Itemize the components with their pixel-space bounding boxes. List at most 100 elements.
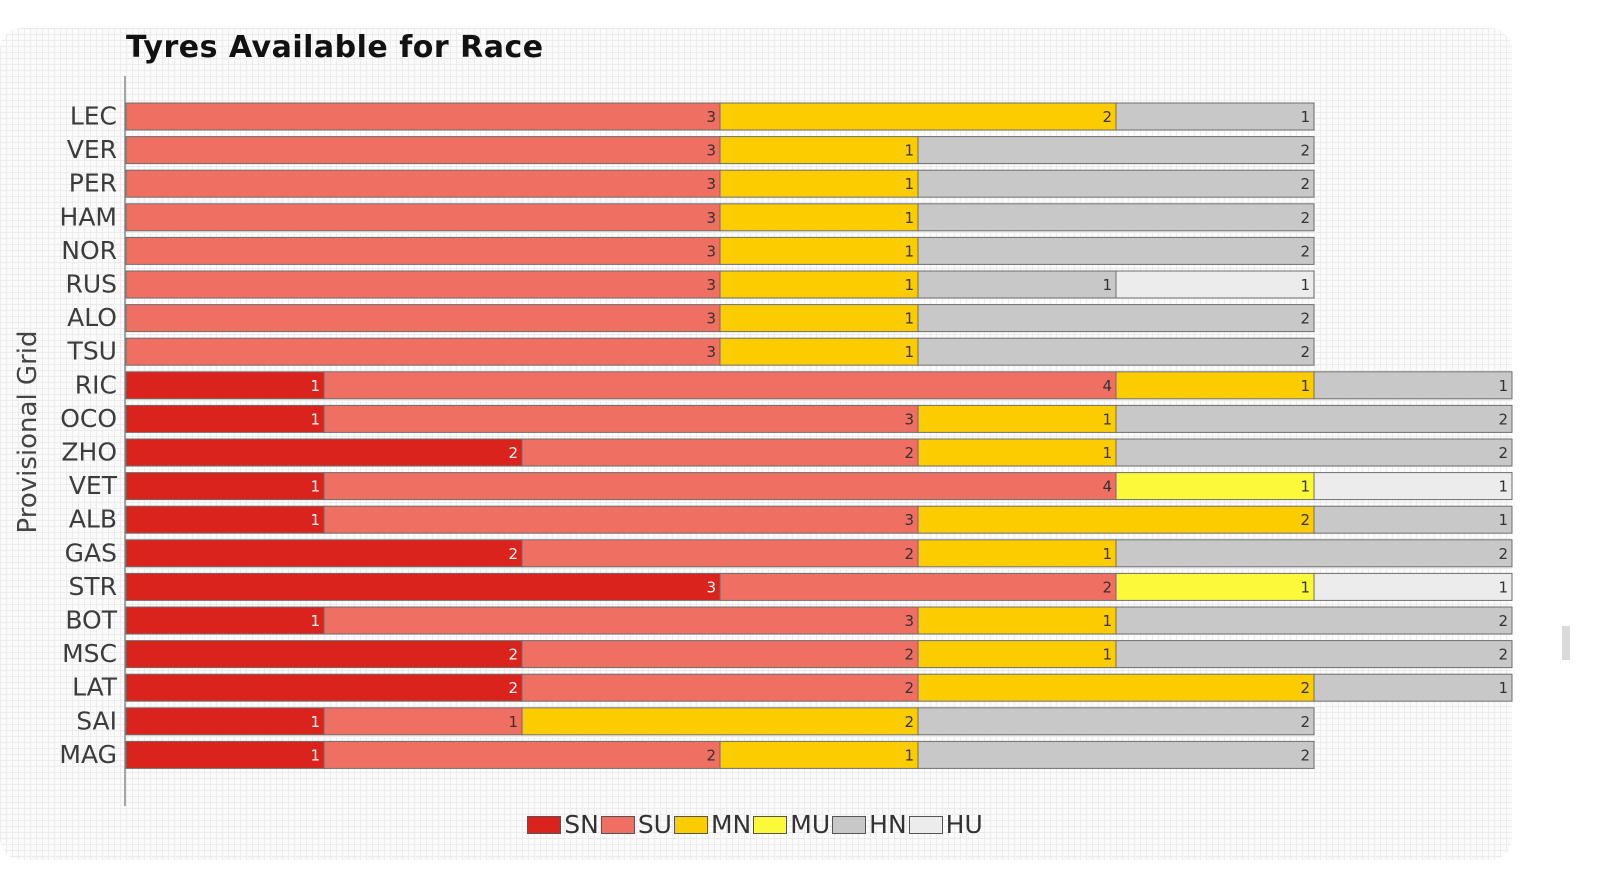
data-label-gas-sn: 2 <box>508 545 518 563</box>
bar-segment-zho-mn <box>917 438 1117 467</box>
data-label-per-su: 3 <box>706 175 716 193</box>
data-label-oco-sn: 1 <box>310 410 320 428</box>
data-label-per-mn: 1 <box>904 175 914 193</box>
data-label-rus-mn: 1 <box>904 276 914 294</box>
data-label-ver-hn: 2 <box>1300 142 1310 160</box>
bar-segment-sai-su <box>323 707 523 736</box>
y-tick-label-ham: HAM <box>60 202 117 231</box>
y-tick-label-ric: RIC <box>75 370 117 399</box>
data-label-oco-hn: 2 <box>1498 410 1508 428</box>
data-label-alb-sn: 1 <box>310 511 320 529</box>
data-label-str-sn: 3 <box>706 578 716 596</box>
data-label-str-hu: 1 <box>1498 578 1508 596</box>
bar-segment-sai-mn <box>521 707 919 736</box>
y-tick-label-oco: OCO <box>60 404 117 433</box>
y-tick-label-gas: GAS <box>65 538 117 567</box>
data-label-vet-sn: 1 <box>310 478 320 496</box>
data-label-oco-mn: 1 <box>1102 410 1112 428</box>
data-label-zho-su: 2 <box>904 444 914 462</box>
bar-segment-alo-su <box>125 304 721 333</box>
bar-segment-oco-mn <box>917 404 1117 433</box>
bar-segment-gas-mn <box>917 539 1117 568</box>
legend-label-sn: SN <box>564 810 599 839</box>
bar-segment-str-su <box>719 572 1117 601</box>
bar-segment-oco-hn <box>1115 404 1513 433</box>
data-label-ham-mn: 1 <box>904 209 914 227</box>
legend-item-mu: MU <box>753 810 830 839</box>
data-label-msc-sn: 2 <box>508 646 518 664</box>
bar-segment-rus-mn <box>719 270 919 299</box>
bar-segment-ham-hn <box>917 203 1315 232</box>
bar-segment-mag-sn <box>125 740 325 769</box>
legend: SN SU MN MU HN HU <box>0 810 1512 839</box>
data-label-gas-mn: 1 <box>1102 545 1112 563</box>
legend-item-hu: HU <box>908 810 983 839</box>
y-tick-label-per: PER <box>69 169 117 198</box>
bar-segment-gas-su <box>521 539 919 568</box>
legend-swatch-hu <box>908 815 943 834</box>
data-label-tsu-mn: 1 <box>904 343 914 361</box>
data-label-str-su: 2 <box>1102 578 1112 596</box>
data-label-alb-mn: 2 <box>1300 511 1310 529</box>
data-label-mag-sn: 1 <box>310 746 320 764</box>
bar-segment-vet-su <box>323 472 1117 501</box>
data-label-ric-mn: 1 <box>1300 377 1310 395</box>
bar-segment-str-hu <box>1313 572 1513 601</box>
data-label-vet-mu: 1 <box>1300 478 1310 496</box>
data-label-alo-mn: 1 <box>904 310 914 328</box>
data-label-alo-hn: 2 <box>1300 310 1310 328</box>
bar-segment-ham-mn <box>719 203 919 232</box>
bar-segment-oco-su <box>323 404 919 433</box>
data-label-bot-sn: 1 <box>310 612 320 630</box>
data-label-mag-hn: 2 <box>1300 746 1310 764</box>
data-label-tsu-su: 3 <box>706 343 716 361</box>
data-label-ric-su: 4 <box>1102 377 1112 395</box>
legend-label-mu: MU <box>790 810 831 839</box>
bar-segment-lec-hn <box>1115 102 1315 131</box>
bar-segment-bot-su <box>323 606 919 635</box>
data-label-alb-hn: 1 <box>1498 511 1508 529</box>
bar-segment-vet-hu <box>1313 472 1513 501</box>
bar-segment-per-mn <box>719 169 919 198</box>
bar-segment-zho-sn <box>125 438 523 467</box>
bar-segment-lec-su <box>125 102 721 131</box>
bar-segment-per-su <box>125 169 721 198</box>
bar-segment-ric-su <box>323 371 1117 400</box>
bar-segment-zho-su <box>521 438 919 467</box>
y-tick-label-tsu: TSU <box>67 337 117 366</box>
data-label-alb-su: 3 <box>904 511 914 529</box>
y-tick-label-rus: RUS <box>65 270 117 299</box>
legend-swatch-mn <box>673 815 708 834</box>
data-label-zho-mn: 1 <box>1102 444 1112 462</box>
data-label-ver-su: 3 <box>706 142 716 160</box>
data-label-gas-hn: 2 <box>1498 545 1508 563</box>
bar-segment-rus-su <box>125 270 721 299</box>
bar-segment-str-sn <box>125 572 721 601</box>
bar-segment-mag-hn <box>917 740 1315 769</box>
bar-segment-rus-hn <box>917 270 1117 299</box>
bar-segment-oco-sn <box>125 404 325 433</box>
bar-segment-per-hn <box>917 169 1315 198</box>
bar-segment-bot-mn <box>917 606 1117 635</box>
bar-segment-msc-hn <box>1115 640 1513 669</box>
data-label-lec-hn: 1 <box>1300 108 1310 126</box>
bar-segment-rus-hu <box>1115 270 1315 299</box>
data-label-rus-hn: 1 <box>1102 276 1112 294</box>
bar-segment-lat-su <box>521 673 919 702</box>
y-tick-label-zho: ZHO <box>61 438 117 467</box>
y-tick-label-alb: ALB <box>69 505 117 534</box>
bar-segment-tsu-su <box>125 337 721 366</box>
data-label-mag-su: 2 <box>706 746 716 764</box>
legend-label-hu: HU <box>945 810 983 839</box>
bar-segment-alb-sn <box>125 505 325 534</box>
data-label-sai-mn: 2 <box>904 713 914 731</box>
legend-label-hn: HN <box>869 810 907 839</box>
bar-segment-ham-su <box>125 203 721 232</box>
legend-item-sn: SN <box>527 810 599 839</box>
data-label-str-mu: 1 <box>1300 578 1310 596</box>
bar-segment-gas-hn <box>1115 539 1513 568</box>
y-tick-label-msc: MSC <box>62 639 117 668</box>
bar-segment-alo-hn <box>917 304 1315 333</box>
bar-segment-lat-hn <box>1313 673 1513 702</box>
